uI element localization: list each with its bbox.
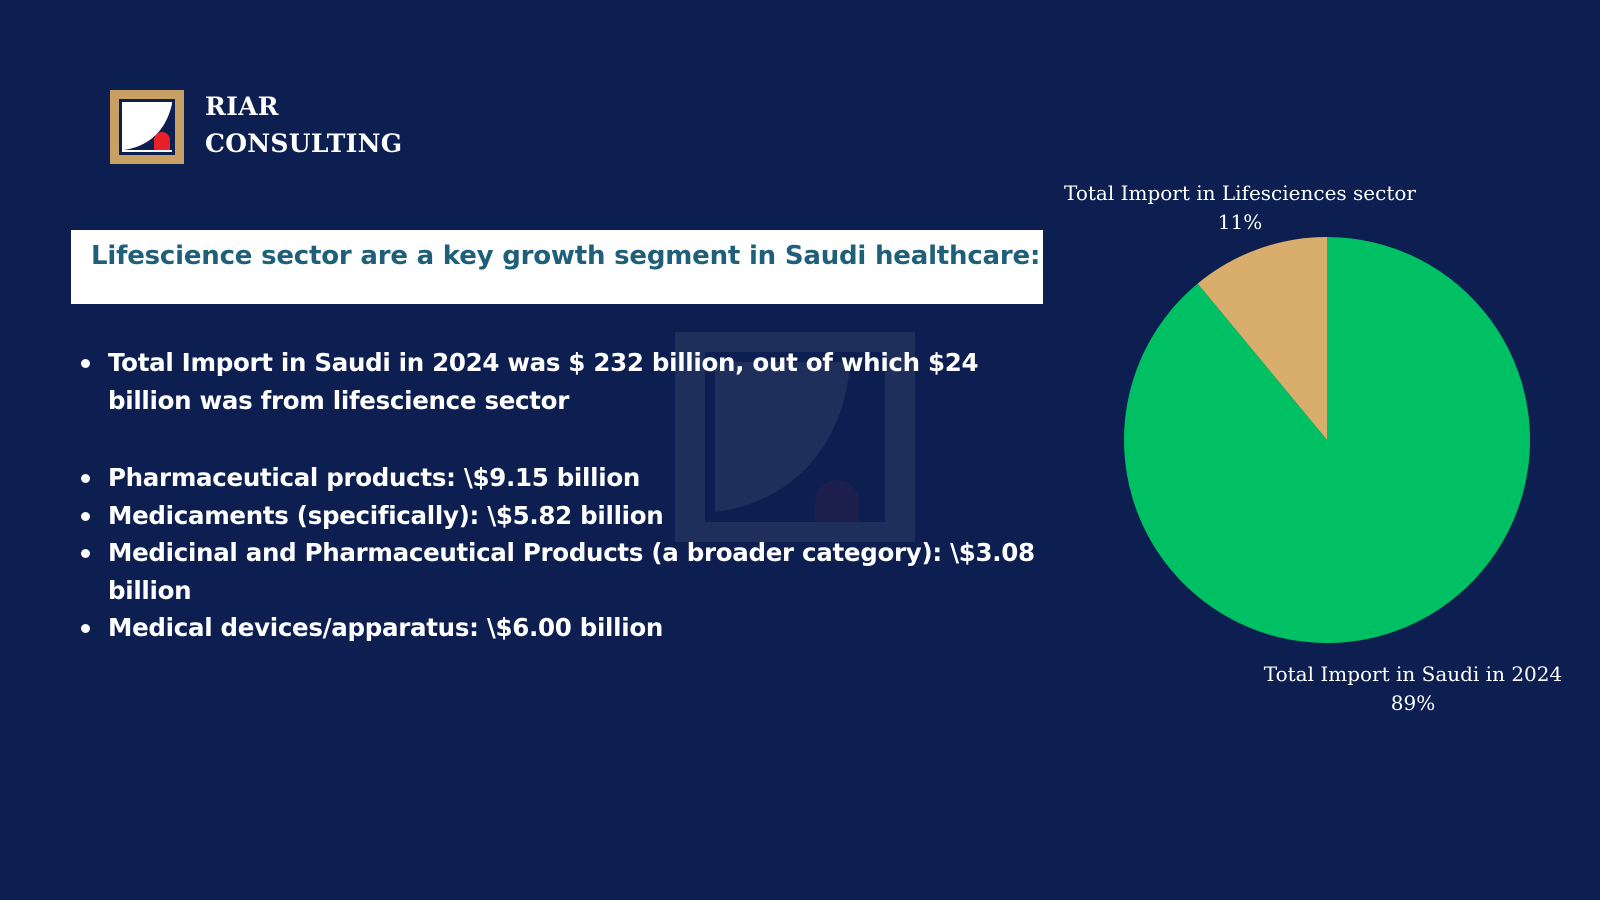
pie-label-total-import: Total Import in Saudi in 2024 89% <box>1248 660 1578 718</box>
bullet-dot-icon <box>81 511 90 521</box>
bullet-dot-icon <box>81 624 90 633</box>
list-item: Medicaments (specifically): \$5.82 billi… <box>78 497 1058 535</box>
list-item: Medical devices/apparatus: \$6.00 billio… <box>78 609 1058 647</box>
page-title: Lifescience sector are a key growth segm… <box>91 241 1041 271</box>
headline-box: Lifescience sector are a key growth segm… <box>71 230 1043 304</box>
list-item: Pharmaceutical products: \$9.15 billion <box>78 459 1058 497</box>
bullet-text: Total Import in Saudi in 2024 was $ 232 … <box>108 348 979 415</box>
watermark-logo-icon <box>675 332 915 542</box>
bullet-dot-icon <box>81 359 90 368</box>
riar-logo-icon <box>110 90 184 164</box>
bullet-text: Pharmaceutical products: \$9.15 billion <box>108 463 641 492</box>
bullet-text: Medicinal and Pharmaceutical Products (a… <box>108 538 1035 605</box>
pie-slice-lifesciences <box>1197 237 1327 440</box>
bullet-list: Total Import in Saudi in 2024 was $ 232 … <box>78 344 1058 647</box>
list-item: Medicinal and Pharmaceutical Products (a… <box>78 534 1058 609</box>
list-item: Total Import in Saudi in 2024 was $ 232 … <box>78 344 1058 419</box>
brand-line-2: CONSULTING <box>205 129 403 158</box>
brand-line-1: RIAR <box>205 92 279 121</box>
bullet-dot-icon <box>81 474 90 483</box>
pie-label-total-import-percent: 89% <box>1390 691 1436 715</box>
bullet-text: Medicaments (specifically): \$5.82 billi… <box>108 500 664 530</box>
bullet-dot-icon <box>81 549 90 558</box>
pie-label-lifesciences-percent: 11% <box>1217 210 1263 234</box>
pie-slice-total-import <box>1124 237 1530 643</box>
pie-label-lifesciences: Total Import in Lifesciences sector 11% <box>1040 179 1440 237</box>
pie-label-total-import-name: Total Import in Saudi in 2024 <box>1263 662 1563 686</box>
bullet-text: Medical devices/apparatus: \$6.00 billio… <box>108 613 664 642</box>
pie-label-lifesciences-name: Total Import in Lifesciences sector <box>1064 181 1416 205</box>
pie-chart <box>1124 237 1530 643</box>
brand-name: RIAR CONSULTING <box>205 88 402 162</box>
